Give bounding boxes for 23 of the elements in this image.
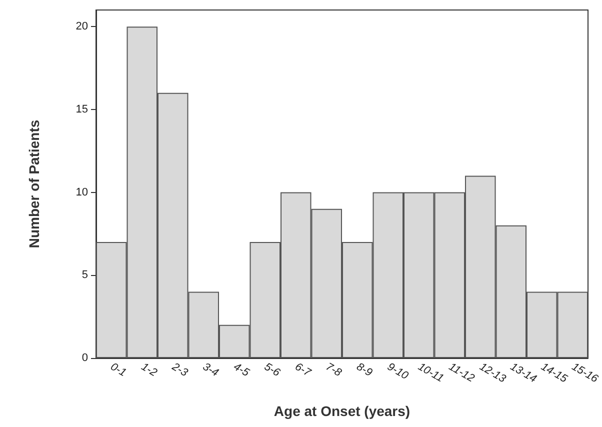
y-tick-label: 0	[82, 352, 88, 364]
y-axis-title: Number of Patients	[26, 120, 42, 248]
x-tick-label: 1-2	[139, 360, 159, 380]
x-tick-label: 6-7	[292, 360, 314, 380]
y-tick-label: 5	[82, 269, 88, 282]
x-tick-label: 14-15	[538, 360, 570, 386]
x-tick-label: 0-1	[108, 360, 128, 380]
y-tick-label: 20	[76, 20, 88, 33]
x-tick-label: 8-9	[354, 360, 374, 380]
x-tick-label: 5-6	[262, 360, 283, 380]
x-tick-label: 7-8	[324, 360, 344, 380]
x-tick-label: 11-12	[446, 360, 476, 385]
x-tick-label: 12-13	[477, 360, 508, 386]
x-axis-title: Age at Onset (years)	[274, 403, 410, 419]
x-tick-label: 4-5	[231, 360, 252, 380]
x-tick-label: 2-3	[169, 360, 190, 380]
y-tick-label: 10	[76, 186, 88, 198]
x-tick-label: 13-14	[508, 360, 538, 386]
x-tick-label: 9-10	[385, 360, 411, 383]
y-tick-label: 15	[76, 103, 88, 116]
x-tick-label: 10-11	[416, 360, 446, 385]
x-tick-label: 15-16	[570, 360, 601, 386]
x-tick-label: 3-4	[200, 360, 220, 380]
